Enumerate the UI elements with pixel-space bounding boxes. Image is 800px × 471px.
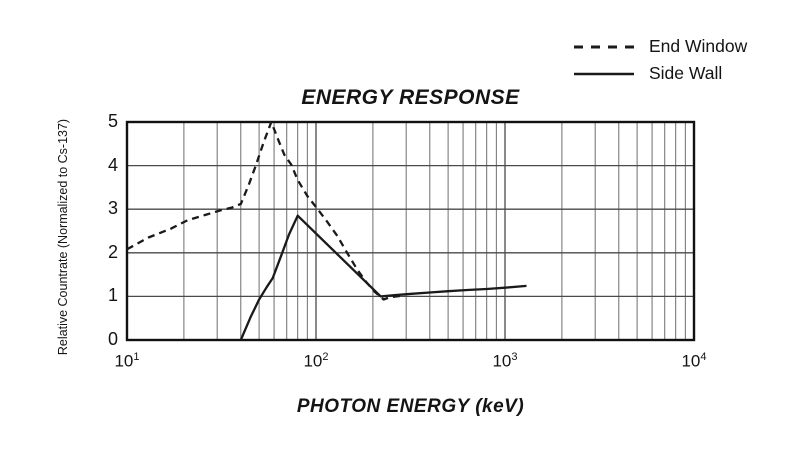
x-tick-label: 104: [681, 351, 707, 371]
legend-label-end-window: End Window: [649, 36, 748, 56]
chart-title: ENERGY RESPONSE: [301, 86, 520, 109]
legend: End Window Side Wall: [572, 33, 747, 87]
series-line-side-wall: [239, 214, 527, 341]
y-tick-label: 2: [107, 241, 118, 262]
plot-border: [125, 120, 696, 342]
x-tick-label: 102: [303, 351, 329, 371]
y-tick-label: 5: [107, 111, 118, 132]
y-axis-title: Relative Countrate (Normalized to Cs-137…: [56, 118, 70, 356]
solid-line-sample-icon: [574, 72, 634, 75]
y-tick-label: 0: [107, 329, 118, 350]
legend-label-side-wall: Side Wall: [649, 63, 723, 83]
legend-item-end-window: End Window: [572, 33, 747, 60]
y-tick-label: 3: [107, 198, 118, 219]
x-tick-label: 103: [492, 351, 518, 371]
legend-item-side-wall: Side Wall: [572, 60, 747, 87]
y-tick-label: 1: [107, 285, 118, 306]
y-tick-label: 4: [107, 154, 118, 175]
x-tick-label: 101: [114, 351, 140, 371]
series-line-end-window: [126, 120, 404, 301]
x-axis-title: PHOTON ENERGY (keV): [296, 396, 525, 417]
